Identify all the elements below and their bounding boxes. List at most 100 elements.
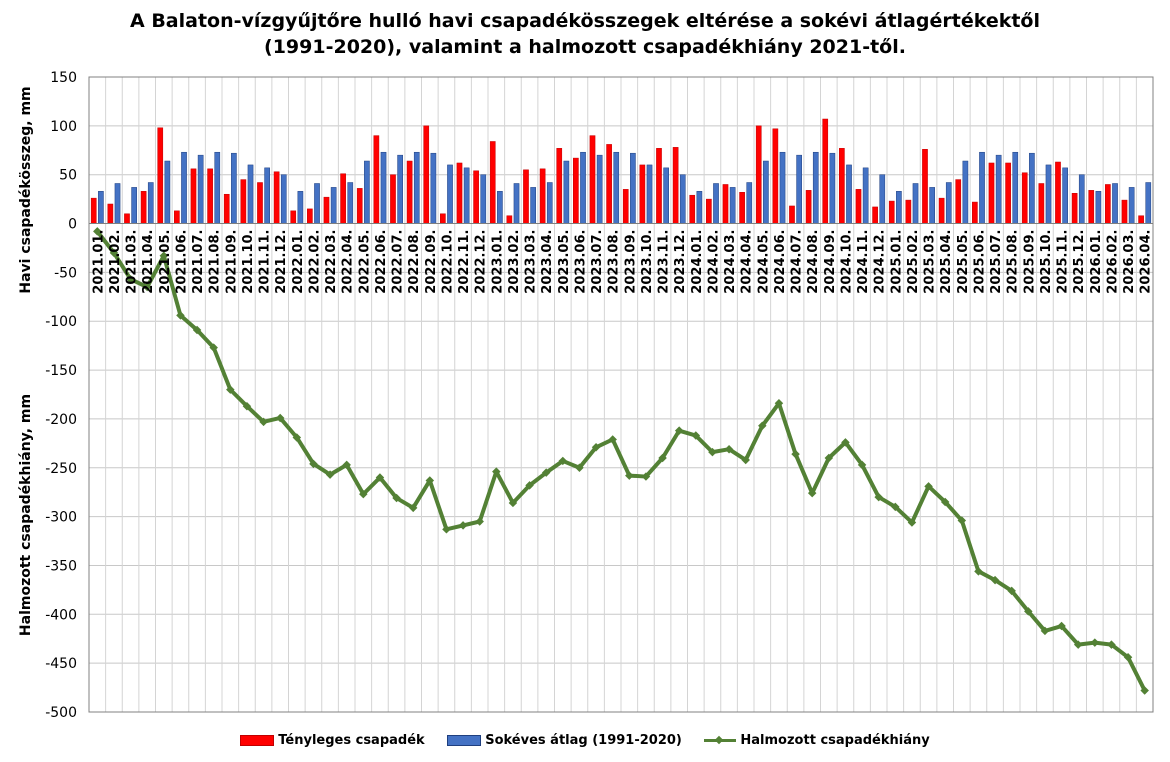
cumulative-point [342,460,351,470]
bar-average [596,154,603,224]
y-tick-label: -300 [45,510,77,526]
bar-actual [290,210,297,224]
bar-average [214,151,221,224]
bar-actual [1005,162,1011,224]
x-tick-label: 2023.05. [557,230,572,294]
bar-actual [157,127,164,224]
bar-average [746,182,753,224]
x-tick-label: 2021.01. [91,230,106,294]
bar-actual [988,162,995,224]
bar-actual [506,215,513,224]
bar-average [1078,174,1085,224]
bar-average [812,151,819,224]
bar-average [646,164,653,224]
bar-average [945,182,952,224]
x-tick-label: 2021.10. [241,230,256,294]
cumulative-point [475,517,484,526]
cumulative-point [658,453,667,463]
cumulative-point [691,431,701,440]
bar-actual [839,148,845,224]
bar-average [613,151,620,224]
cumulative-point [192,325,202,335]
bar-average [1145,182,1152,224]
bar-actual [855,189,862,224]
x-tick-label: 2025.04. [939,230,954,294]
cumulative-line [95,230,1147,692]
bar-actual [689,194,696,224]
x-tick-label: 2023.03. [524,230,539,294]
bar-average [1045,164,1052,224]
cumulative-point [442,525,451,534]
bar-average [297,191,304,224]
x-tick-label: 2025.12. [1072,230,1087,294]
x-tick-label: 2022.07. [391,230,406,294]
bar-actual [706,198,712,224]
bar-average [912,183,919,224]
y-tick-label: -400 [45,607,77,623]
cumulative-point [774,399,784,408]
bar-average [280,174,287,224]
x-tick-label: 2025.01. [889,230,904,294]
x-tick-label: 2022.08. [407,230,422,294]
bar-average [164,160,171,224]
cumulative-point [1140,686,1149,695]
x-tick-label: 2023.11. [657,230,672,294]
bar-actual [423,125,430,224]
bar-average [829,152,836,224]
bar-average [879,174,886,224]
y-tick-label: -450 [45,656,77,672]
cumulative-point [541,468,551,477]
bar-average [995,154,1002,224]
bar-actual [622,189,629,224]
y-tick-label: -50 [54,265,77,281]
bar-average [447,164,453,224]
cumulative-point [591,443,601,452]
bar-actual [273,171,280,224]
x-tick-label: 2021.08. [208,230,223,294]
bar-average [962,160,969,224]
legend: Tényleges csapadék Sokéves átlag (1991-2… [0,733,1170,748]
cumulative-point [275,413,285,423]
bar-actual [1021,172,1028,224]
cumulative-point [1024,607,1033,616]
bar-actual [473,170,479,224]
bar-actual [1105,184,1111,224]
cumulative-point [674,426,684,435]
x-tick-label: 2024.04. [740,230,755,294]
cumulative-point [1057,621,1066,631]
cumulative-point [940,497,950,507]
cumulative-point [841,438,850,447]
x-tick-label: 2023.01. [490,230,505,294]
bar-actual [905,199,912,224]
bar-actual [373,135,380,224]
x-tick-label: 2023.06. [573,230,588,294]
bar-average [713,183,719,224]
bar-actual [390,174,396,224]
bar-actual [489,141,496,224]
bar-average [796,154,802,224]
x-tick-label: 2024.01. [690,230,705,294]
bar-average [630,152,636,224]
cumulative-point [325,470,335,479]
bar-actual [739,192,745,224]
legend-item-average: Sokéves átlag (1991-2020) [447,733,682,748]
bar-actual [922,149,928,224]
bar-actual [406,160,413,224]
legend-item-actual: Tényleges csapadék [240,733,425,748]
x-tick-label: 2025.05. [956,230,971,294]
bar-actual [938,197,945,224]
bar-actual [257,182,263,224]
bar-actual [240,179,247,224]
y-tick-label: -500 [45,705,77,721]
bar-actual [456,162,463,224]
x-tick-label: 2023.12. [673,230,688,294]
bar-actual [972,201,978,224]
x-tick-label: 2021.09. [224,230,239,294]
x-tick-label: 2025.10. [1039,230,1054,294]
bar-actual [323,196,330,224]
bar-actual [307,208,313,224]
bar-actual [340,173,346,224]
y-tick-label: -100 [45,314,77,330]
chart-title-line-2: (1991-2020), valamint a halmozott csapad… [264,36,906,58]
